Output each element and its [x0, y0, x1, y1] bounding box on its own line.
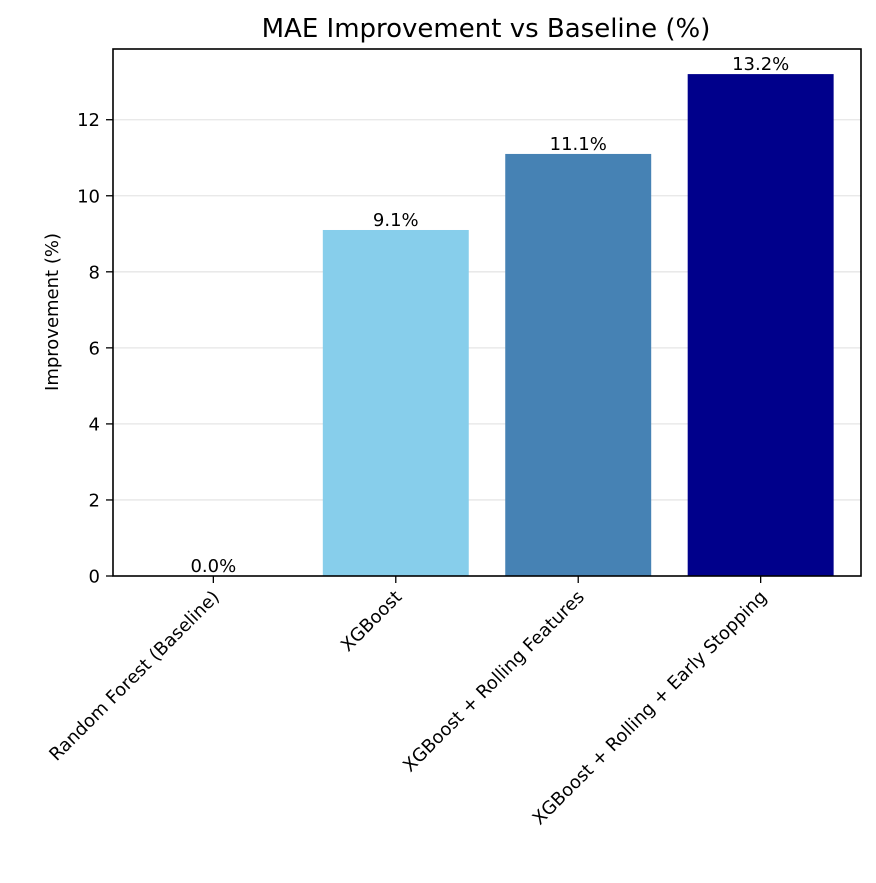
- data-label: 9.1%: [373, 210, 419, 231]
- data-label: 13.2%: [732, 54, 789, 75]
- x-tick-label: XGBoost: [337, 587, 406, 656]
- y-tick-label: 0: [89, 567, 100, 588]
- x-tick-label: XGBoost + Rolling Features: [399, 587, 589, 777]
- bar: [322, 229, 469, 576]
- x-tick-label: Random Forest (Baseline): [45, 587, 224, 766]
- y-tick-label: 4: [89, 414, 100, 435]
- data-label: 0.0%: [190, 556, 236, 577]
- y-tick-label: 2: [89, 490, 100, 511]
- chart-title: MAE Improvement vs Baseline (%): [262, 14, 711, 44]
- y-tick-label: 6: [89, 338, 100, 359]
- y-tick-label: 8: [89, 262, 100, 283]
- bar: [505, 153, 652, 576]
- bars-group: [322, 74, 834, 576]
- y-tick-label: 10: [77, 186, 100, 207]
- y-tick-label: 12: [77, 110, 100, 131]
- data-labels-group: 0.0% 9.1% 11.1% 13.2%: [190, 54, 789, 577]
- data-label: 11.1%: [550, 134, 607, 155]
- bar: [687, 74, 834, 576]
- y-axis: 0 2 4 6 8 10 12: [77, 110, 113, 588]
- y-axis-label: Improvement (%): [42, 233, 63, 391]
- plot-frame: [112, 48, 862, 577]
